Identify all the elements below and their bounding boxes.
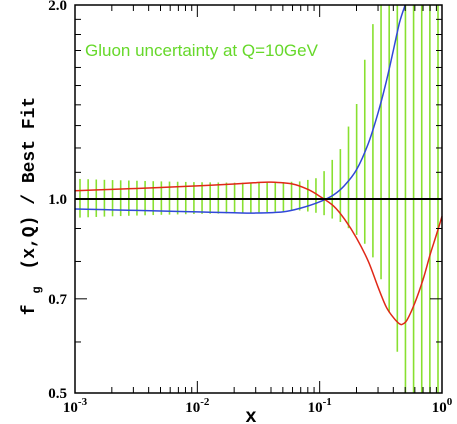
x-tick-label: 10-1 [308, 396, 332, 416]
y-axis-title-rest: (x,Q) / Best Fit [20, 97, 40, 270]
y-axis-title-subscript: g [30, 286, 44, 293]
y-tick-label: 2.0 [48, 0, 67, 14]
x-tick-label: 10-2 [185, 396, 210, 416]
chart-annotation: Gluon uncertainty at Q=10GeV [85, 41, 319, 60]
tick-labels: 0.50.71.02.010-3 10-2 10-1 100 [48, 0, 453, 416]
y-tick-label: 1.0 [48, 192, 67, 208]
x-tick-base: 10 [308, 400, 323, 416]
y-axis-title-f: f [20, 304, 40, 315]
x-axis-title: x [245, 406, 256, 424]
x-tick-exponent: -1 [323, 396, 332, 408]
y-tick-label: 0.7 [48, 292, 67, 308]
x-tick-base: 10 [63, 400, 78, 416]
axis-ticks [74, 4, 443, 394]
series-line-blue [74, 4, 406, 214]
x-tick-exponent: -2 [200, 396, 210, 408]
y-axis-title: f g (x,Q) / Best Fit [20, 97, 46, 315]
y-tick-label: 0.5 [48, 386, 67, 402]
x-tick-label: 100 [432, 396, 453, 416]
x-tick-exponent: -3 [78, 396, 88, 408]
series-line-red [74, 181, 443, 326]
x-tick-label: 10-3 [63, 396, 88, 416]
x-tick-base: 10 [432, 400, 447, 416]
x-tick-exponent: 0 [447, 396, 453, 408]
x-tick-base: 10 [185, 400, 200, 416]
